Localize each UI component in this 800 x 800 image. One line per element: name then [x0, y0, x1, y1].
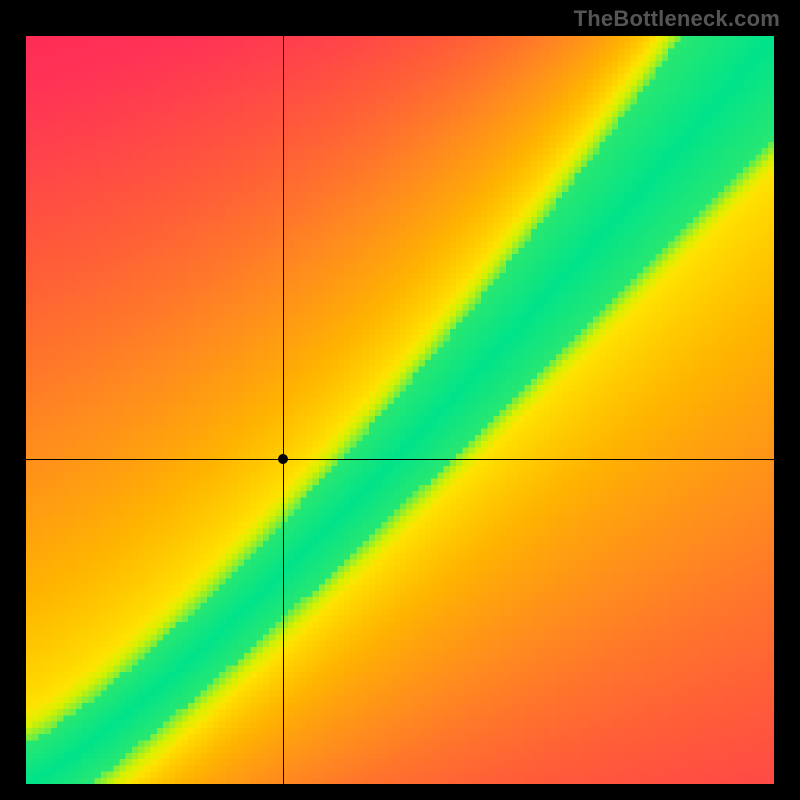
crosshair-horizontal	[26, 459, 774, 460]
chart-container: TheBottleneck.com	[0, 0, 800, 800]
crosshair-vertical	[283, 36, 284, 784]
marker-dot	[278, 454, 288, 464]
heatmap-canvas	[26, 36, 774, 784]
watermark-text: TheBottleneck.com	[574, 6, 780, 32]
